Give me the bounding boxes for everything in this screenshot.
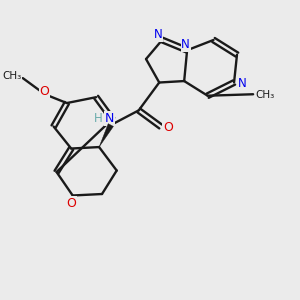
Text: O: O (39, 85, 49, 98)
Text: CH₃: CH₃ (256, 90, 275, 100)
Text: O: O (163, 122, 173, 134)
Text: H: H (94, 112, 103, 125)
Text: O: O (66, 197, 76, 210)
Text: N: N (238, 77, 247, 91)
Text: N: N (153, 28, 162, 41)
Polygon shape (99, 124, 113, 147)
Text: CH₃: CH₃ (2, 71, 21, 81)
Text: N: N (181, 38, 190, 52)
Text: N: N (105, 112, 114, 125)
